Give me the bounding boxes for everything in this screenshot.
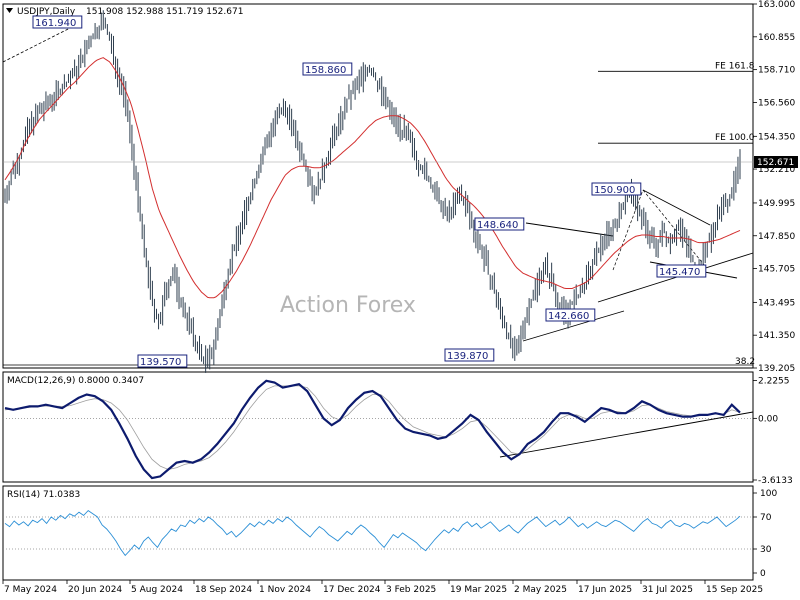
symbol-label: USDJPY,Daily [17, 7, 76, 17]
price-tick-label: 143.495 [758, 298, 795, 308]
price-annotation-box [545, 308, 596, 322]
price-panel-frame [2, 3, 754, 369]
rsi-tick-label: 70 [760, 513, 772, 523]
price-axis: 163.000 160.855 158.710 156.560 154.350 152.2… [753, 0, 795, 374]
macd-panel-frame [2, 371, 754, 483]
price-annotation-label: 139.570 [140, 357, 181, 368]
rsi-tick-label: 0 [760, 569, 766, 579]
rsi-line [4, 510, 741, 557]
fe-level-label: FE 100.0 [715, 133, 755, 143]
rsi-levels [3, 516, 753, 550]
x-tick-label: 17 Dec 2024 [323, 585, 381, 595]
rsi-axis: 100 70 30 0 [753, 489, 777, 579]
price-annotation-label: 161.940 [35, 18, 76, 29]
watermark: Action Forex [280, 293, 416, 318]
price-tick-label: 158.710 [758, 66, 795, 76]
price-levels: FE 161.8 FE 100.0 38.2 [3, 61, 755, 367]
x-tick-label: 19 Mar 2025 [450, 585, 507, 595]
triangle-lower-line [522, 310, 625, 342]
price-annotations: 161.940 158.860 139.570 148.640 139.870 142.6… [32, 15, 707, 368]
price-annotation-label: 139.870 [447, 351, 488, 362]
price-annotation-box [656, 264, 707, 278]
fe-dashed-leg-2 [642, 189, 706, 267]
fib-label: 38.2 [735, 357, 755, 367]
current-price-tag: 152.671 [3, 156, 798, 169]
x-tick-label: 7 May 2024 [4, 585, 57, 595]
price-annotation-label: 145.470 [659, 267, 700, 278]
ohlc-label: 151.908 152.988 151.719 152.671 [86, 7, 243, 17]
rsi-tick-label: 30 [760, 545, 772, 555]
price-annotation-box [474, 217, 525, 231]
upper-dashed-trendline [2, 23, 79, 63]
x-tick-label: 1 Nov 2024 [259, 585, 311, 595]
price-annotation-label: 148.640 [477, 220, 518, 231]
macd-trendline [499, 411, 754, 458]
rsi-panel-frame [2, 485, 754, 581]
price-candles [4, 10, 741, 373]
macd-tick-label: 2.2255 [758, 376, 790, 386]
price-annotation-box [302, 62, 353, 76]
fe-level-label: FE 161.8 [715, 61, 755, 71]
moving-average-line [4, 57, 741, 299]
price-tick-label: 139.205 [758, 364, 795, 374]
rsi-tick-label: 100 [760, 489, 777, 499]
x-tick-label: 2 May 2025 [514, 585, 567, 595]
price-annotation-label: 150.900 [594, 185, 635, 196]
macd-tick-label: 0.00 [758, 414, 778, 424]
wedge-upper-line [642, 189, 711, 226]
dropdown-triangle-icon[interactable] [6, 8, 13, 13]
current-price-box [754, 156, 798, 169]
macd-signal-line [4, 385, 741, 470]
x-tick-label: 5 Aug 2024 [131, 585, 183, 595]
price-annotation-label: 142.660 [548, 311, 589, 322]
price-annotation-box [137, 354, 188, 368]
price-tick-label: 163.000 [758, 0, 795, 10]
price-tick-label: 145.705 [758, 265, 795, 275]
x-tick-label: 15 Sep 2025 [706, 585, 763, 595]
price-tick-label: 156.560 [758, 99, 795, 109]
price-tick-label: 152.210 [758, 165, 795, 175]
price-tick-label: 154.350 [758, 132, 795, 142]
x-tick-label: 31 Jul 2025 [642, 585, 693, 595]
macd-main-line [4, 379, 741, 480]
triangle-upper-line [525, 222, 614, 237]
price-annotation-box [591, 182, 642, 196]
price-tick-label: 147.850 [758, 232, 795, 242]
macd-title: MACD(12,26,9) 0.8000 0.3407 [7, 376, 144, 386]
rsi-title: RSI(14) 71.0383 [7, 490, 80, 500]
current-price-label: 152.671 [757, 158, 794, 168]
x-tick-label: 3 Feb 2025 [386, 585, 436, 595]
x-axis: 7 May 2024 20 Jun 2024 5 Aug 2024 18 Sep 20… [2, 580, 763, 595]
price-annotation-box [32, 15, 83, 29]
price-annotation-label: 158.860 [305, 65, 346, 76]
price-tick-label: 141.350 [758, 331, 795, 341]
price-annotation-box [444, 348, 495, 362]
x-tick-label: 20 Jun 2024 [68, 585, 122, 595]
price-tick-label: 160.855 [758, 33, 795, 43]
macd-tick-label: -3.6133 [758, 476, 793, 486]
macd-axis: 2.2255 0.00 -3.6133 [753, 376, 793, 486]
x-tick-label: 18 Sep 2024 [195, 585, 252, 595]
x-tick-label: 17 Jun 2025 [578, 585, 632, 595]
price-tick-label: 149.995 [758, 199, 795, 209]
